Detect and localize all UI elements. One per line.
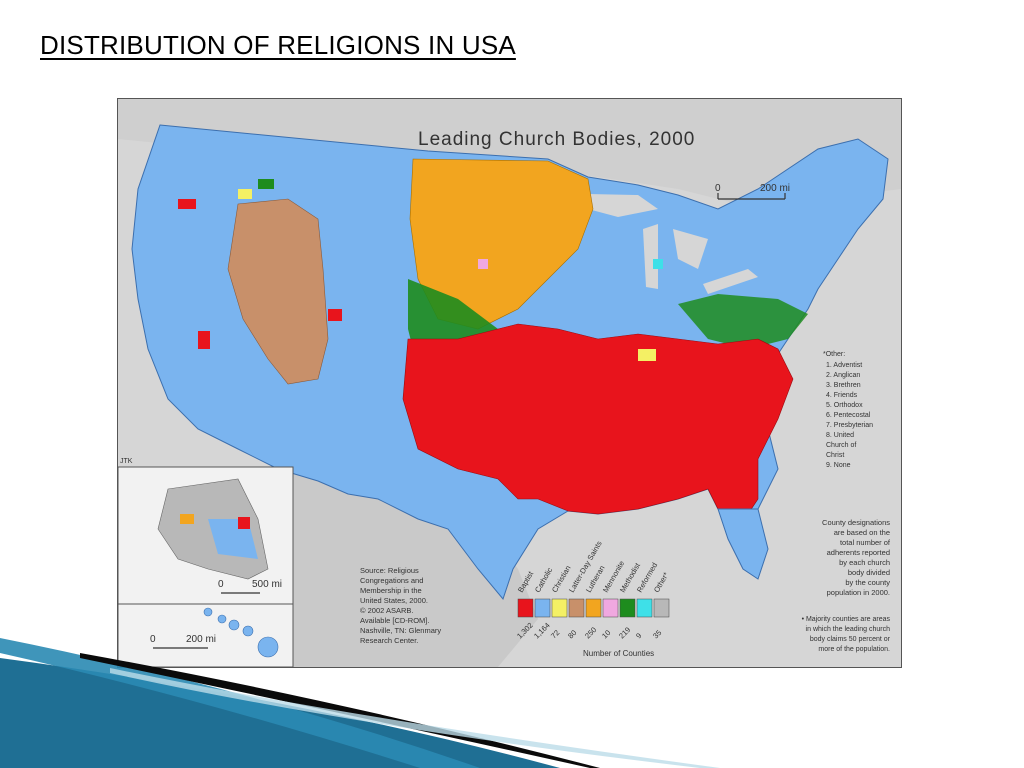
county-note-line: County designations (822, 518, 890, 527)
scale-label: 200 mi (760, 183, 790, 194)
other-legend-item-line: 5. Orthodox (826, 402, 863, 409)
other-legend-item-line: 8. United (826, 432, 854, 439)
other-legend-item-line: 4. Friends (826, 392, 858, 399)
legend-swatch-reformed (636, 598, 653, 618)
alaska-scale-label: 500 mi (252, 579, 282, 590)
legend-caption: Number of Counties (583, 649, 654, 658)
other-legend-item-line: Church of (826, 442, 856, 449)
lake-erie (703, 269, 758, 294)
baptist-county-cluster (328, 309, 342, 321)
other-legend-item-line: 1. Adventist (826, 362, 862, 369)
county-note-line: by the county (845, 578, 890, 587)
other-legend-item-line: 6. Pentecostal (826, 412, 871, 419)
alaska-baptist-area (238, 517, 250, 529)
other-legend-heading: *Other: (823, 351, 845, 358)
alaska-scale-zero: 0 (218, 579, 224, 590)
religion-map: Leading Church Bodies, 2000 0 200 mi 0 5… (117, 98, 902, 668)
source-line: Research Center. (360, 636, 418, 645)
baptist-county-cluster (178, 199, 196, 209)
legend-swatch-lutheran (585, 598, 602, 618)
source-line: Nashville, TN: Glenmary (360, 626, 441, 635)
source-line: Source: Religious (360, 566, 419, 575)
county-note-line: total number of (840, 538, 891, 547)
legend-swatch-catholic (534, 598, 551, 618)
county-note-line: adherents reported (827, 548, 890, 557)
other-legend: *Other: 1. Adventist 2. Anglican 3. Brethre… (823, 351, 873, 469)
slide-decoration (0, 638, 720, 768)
majority-note-line: • Majority counties are areas (802, 616, 891, 623)
county-note-line: body divided (848, 568, 890, 577)
legend-swatch-mennonite (602, 598, 619, 618)
reformed-county-cluster (653, 259, 663, 269)
other-legend-item-line: 9. None (826, 462, 851, 469)
baptist-county-cluster (198, 331, 210, 349)
lds-region (227, 198, 329, 385)
methodist-county-cluster (258, 179, 274, 189)
county-note-line: by each church (839, 558, 890, 567)
legend-count: 9 (634, 631, 643, 640)
hawaii-scale-zero: 0 (150, 634, 156, 645)
other-legend-item-line: 7. Presbyterian (826, 422, 873, 429)
florida (717, 508, 769, 580)
county-note-line: are based on the (834, 528, 890, 537)
source-line: Congregations and (360, 576, 423, 585)
majority-note-line: body claims 50 percent or (810, 636, 891, 643)
county-note-line: population in 2000. (827, 588, 890, 597)
lutheran-region (409, 158, 594, 330)
source-line: Available [CD-ROM]. (360, 616, 429, 625)
source-line: United States, 2000. (360, 596, 428, 605)
map-title: Leading Church Bodies, 2000 (418, 129, 695, 150)
lake-huron (673, 229, 708, 269)
christian-county-cluster (238, 189, 252, 199)
legend-swatch-methodist (619, 598, 636, 618)
slide-title: DISTRIBUTION OF RELIGIONS IN USA (40, 30, 516, 60)
legend-swatch-christian (551, 598, 568, 618)
majority-note-line: in which the leading church (806, 626, 891, 633)
majority-note: • Majority counties are areas in which th… (802, 616, 891, 653)
other-legend-item-line: 3. Brethren (826, 382, 861, 389)
alaska-lutheran-area (180, 514, 194, 524)
christian-county-cluster (638, 349, 656, 361)
majority-note-line: more of the population. (818, 646, 890, 653)
hawaii (203, 607, 279, 658)
other-legend-item-line: Christ (826, 452, 844, 459)
author-mark: JTK (120, 458, 133, 465)
canada-landmass (118, 99, 901, 209)
methodist-region-east (678, 294, 808, 349)
source-line: Membership in the (360, 586, 422, 595)
legend-swatch-other (653, 598, 670, 618)
source-line: © 2002 ASARB. (360, 606, 413, 615)
map-canvas: Leading Church Bodies, 2000 0 200 mi 0 5… (118, 99, 901, 667)
other-legend-item-line: 2. Anglican (826, 372, 860, 379)
mennonite-county-cluster (478, 259, 488, 269)
lake-superior (588, 194, 658, 217)
scale-zero: 0 (715, 183, 721, 194)
lake-michigan (643, 224, 658, 289)
legend-swatch-latter-day-saints (568, 598, 585, 618)
hawaii-scale-label: 200 mi (186, 634, 216, 645)
legend-swatch-baptist (517, 598, 534, 618)
